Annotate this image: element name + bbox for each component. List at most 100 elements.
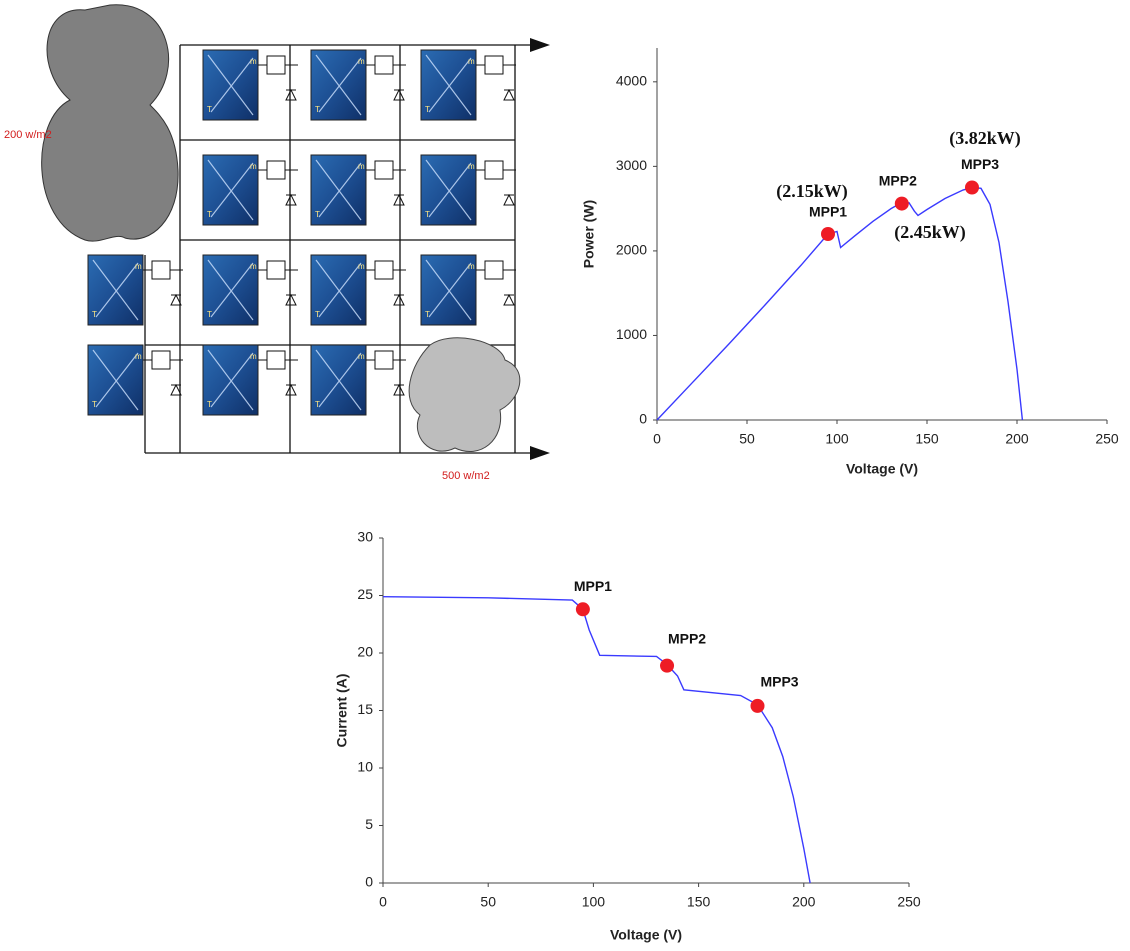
pv-module: mT [203,155,298,225]
mpp-label: MPP1 [809,204,847,220]
pv-module: mT [88,345,183,415]
shading-cloud [409,338,520,452]
sensor-block [375,56,393,74]
annotation: (2.15kW) [776,181,848,202]
chart: 050100150200250051015202530Voltage (V)Cu… [334,529,921,943]
mpp-marker [660,659,674,673]
module-label: m [468,57,475,66]
bypass-diode [504,195,514,205]
x-tick-label: 250 [1095,431,1119,447]
mpp-label: MPP1 [574,578,612,594]
x-tick-label: 150 [915,431,939,447]
pv-module: mT [88,255,183,325]
module-label: m [358,352,365,361]
pv-module: mT [311,345,406,415]
mpp-label: MPP3 [961,156,999,172]
module-label: m [135,262,142,271]
y-tick-label: 0 [365,874,373,890]
shading-cloud [42,5,178,241]
sensor-block [267,261,285,279]
curve [657,188,1022,421]
pv-module: mT [203,50,298,120]
module-label: T [425,210,430,219]
module-label: T [425,310,430,319]
irradiance-label: 500 w/m2 [442,470,490,482]
x-axis-label: Voltage (V) [846,461,918,477]
module-label: m [250,162,257,171]
module-label: T [425,105,430,114]
module-label: m [358,57,365,66]
bypass-diode [394,90,404,100]
bypass-diode [286,385,296,395]
y-tick-label: 1000 [616,326,647,342]
bypass-diode [504,90,514,100]
y-tick-label: 10 [357,759,373,775]
mpp-marker [895,197,909,211]
mpp-marker [965,181,979,195]
sensor-block [267,351,285,369]
bypass-diode [394,195,404,205]
bypass-diode [394,385,404,395]
module-label: T [207,310,212,319]
y-tick-label: 30 [357,529,373,545]
x-tick-label: 50 [739,431,755,447]
pv-module: mT [203,255,298,325]
y-tick-label: 5 [365,816,373,832]
y-tick-label: 20 [357,644,373,660]
x-tick-label: 50 [480,894,496,910]
x-tick-label: 200 [1005,431,1029,447]
y-axis-label: Current (A) [334,674,350,748]
mpp-label: MPP2 [668,630,706,646]
axes [657,48,1107,420]
module-label: T [207,400,212,409]
module-label: T [315,210,320,219]
module-label: T [92,400,97,409]
mpp-marker [751,699,765,713]
pv-module: mT [203,345,298,415]
x-tick-label: 200 [792,894,816,910]
module-label: m [358,162,365,171]
irradiance-label: 200 w/m2 [4,129,52,141]
curve [383,597,810,883]
pv-module: mT [421,155,516,225]
bypass-diode [286,295,296,305]
annotation: (3.82kW) [949,128,1021,149]
module-label: T [315,310,320,319]
mpp-marker [821,227,835,241]
sensor-block [375,351,393,369]
y-tick-label: 2000 [616,242,647,258]
y-axis-label: Power (W) [581,200,597,268]
module-label: m [468,162,475,171]
output-arrows [530,38,550,460]
sensor-block [375,261,393,279]
x-tick-label: 0 [653,431,661,447]
axes [383,538,909,883]
bypass-diode [504,295,514,305]
module-label: m [135,352,142,361]
annotation: (2.45kW) [894,222,966,243]
mpp-label: MPP2 [879,172,917,188]
mpp-label: MPP3 [760,674,798,690]
figure: mTmTmTmTmTmTmTmTmTmTmTmTmT 200 w/m2 500 … [0,0,1130,946]
chart: 05010015020025001000200030004000Voltage … [581,48,1119,477]
module-label: T [207,210,212,219]
y-tick-label: 15 [357,701,373,717]
pv-module: mT [421,50,516,120]
module-label: T [207,105,212,114]
bypass-diode [286,90,296,100]
module-label: m [468,262,475,271]
sensor-block [485,261,503,279]
x-tick-label: 150 [687,894,711,910]
sensor-block [485,56,503,74]
pv-module: mT [311,255,406,325]
sensor-block [375,161,393,179]
mpp-marker [576,602,590,616]
module-label: T [92,310,97,319]
module-label: m [250,352,257,361]
x-tick-label: 0 [379,894,387,910]
pv-module: mT [421,255,516,325]
sensor-block [485,161,503,179]
x-tick-label: 100 [582,894,606,910]
bypass-diode [286,195,296,205]
